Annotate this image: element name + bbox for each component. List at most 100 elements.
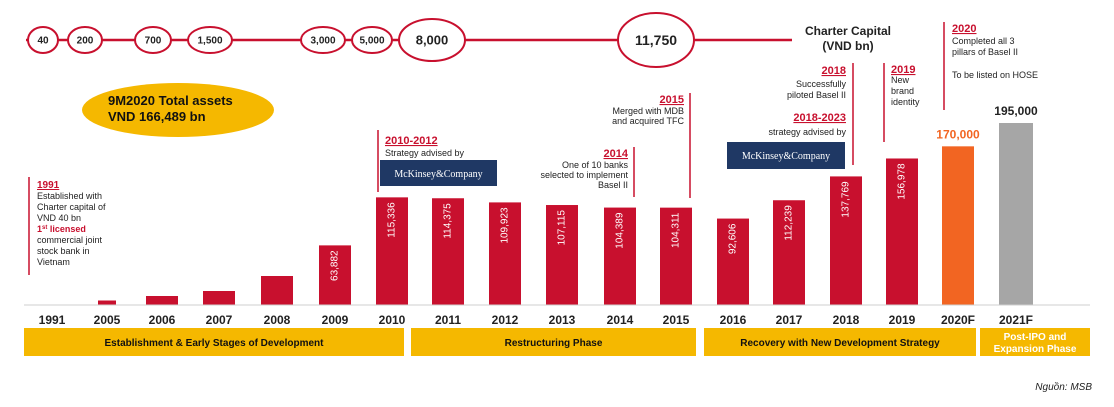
annotation-2019-text: identity (891, 97, 920, 107)
year-label: 2015 (663, 313, 690, 327)
phase-label: Restructuring Phase (505, 338, 603, 349)
bar-2006 (146, 296, 178, 305)
year-label: 2007 (206, 313, 233, 327)
bars-group: 63,882 115,336 114,375 109,923 107,115 104,38… (98, 104, 1038, 305)
bar-2021F (999, 123, 1033, 305)
bar-value-label: 195,000 (994, 104, 1038, 118)
total-assets-line2: VND 166,489 bn (108, 109, 206, 124)
phase-label: Expansion Phase (994, 344, 1077, 355)
year-labels: 1991 2005 2006 2007 2008 2009 2010 2011 2012 2013… (39, 313, 1033, 327)
charter-capital-title: Charter Capital (805, 24, 891, 38)
annotation-2018-year: 2018 (822, 65, 846, 77)
year-label: 2005 (94, 313, 121, 327)
year-label: 2019 (889, 313, 916, 327)
bar-value-label: 170,000 (936, 127, 980, 141)
annotation-2020-text: pillars of Basel II (952, 47, 1018, 57)
charter-capital-unit: (VND bn) (822, 39, 873, 53)
total-assets-line1: 9M2020 Total assets (108, 93, 233, 108)
year-label: 2020F (941, 313, 975, 327)
bar-2008 (261, 276, 293, 305)
mckinsey-logo-2018 (727, 142, 845, 169)
annotation-1991-licensed: 1st licensed (37, 224, 86, 234)
capital-bubble (398, 18, 466, 62)
annotation-2019-text: New (891, 75, 910, 85)
mckinsey-logo-text: McKinsey&Company (742, 151, 830, 162)
annotation-2015-text: Merged with MDB (612, 106, 684, 116)
bar-value-label: 92,606 (728, 223, 739, 254)
capital-bubble (67, 26, 103, 54)
capital-bubble (617, 12, 695, 68)
annotation-1991-year: 1991 (37, 180, 60, 191)
bar-value-label: 114,375 (443, 203, 454, 239)
capital-bubble (27, 26, 59, 54)
bar-value-label: 104,311 (671, 212, 682, 248)
bar-value-label: 115,336 (387, 202, 398, 238)
capital-value: 3,000 (310, 36, 335, 47)
bar-value-label: 104,389 (615, 212, 626, 249)
year-label: 2016 (720, 313, 747, 327)
annotation-1991-text: VND 40 bn (37, 213, 81, 223)
annotation-2010-year: 2010-2012 (385, 135, 438, 147)
capital-value: 700 (145, 36, 162, 47)
annotation-2015-year: 2015 (660, 94, 684, 106)
annotation-2010-text: Strategy advised by (385, 148, 465, 158)
phase-bar (24, 328, 404, 356)
bar-value-label: 107,115 (557, 210, 568, 246)
annotation-2018-23-text: strategy advised by (768, 127, 846, 137)
annotation-1991-text: stock bank in (37, 246, 90, 256)
capital-value: 5,000 (359, 36, 384, 47)
capital-bubble (351, 26, 393, 54)
bar-2014 (604, 207, 636, 305)
year-label: 2011 (435, 313, 461, 327)
year-label: 2008 (264, 313, 291, 327)
year-label: 2014 (607, 313, 634, 327)
mckinsey-logo-text: McKinsey&Company (394, 169, 482, 180)
year-label: 2009 (322, 313, 349, 327)
annotation-2018-23-year: 2018-2023 (793, 112, 846, 124)
annotation-1991-text: commercial joint (37, 235, 103, 245)
capital-value: 200 (77, 36, 94, 47)
bar-value-label: 156,978 (897, 163, 908, 200)
annotation-2020-text: To be listed on HOSE (952, 70, 1038, 80)
bar-2007 (203, 291, 235, 305)
annotation-2018-text: Successfully (796, 79, 847, 89)
capital-value: 1,500 (197, 36, 222, 47)
source-note: Nguồn: MSB (1035, 381, 1092, 393)
mckinsey-logo-2010 (380, 160, 497, 186)
capital-value: 11,750 (635, 32, 677, 48)
total-assets-badge (82, 83, 274, 137)
year-label: 2018 (833, 313, 860, 327)
bar-2020F (942, 146, 974, 305)
year-label: 2010 (379, 313, 406, 327)
capital-value: 40 (37, 36, 49, 47)
capital-bubbles: 40 200 700 1,500 3,000 5,000 8,000 11,750 (27, 12, 695, 68)
bar-2017 (773, 200, 805, 305)
annotation-2014-text: Basel II (598, 180, 628, 190)
year-label: 1991 (39, 313, 66, 327)
bar-2015 (660, 207, 692, 305)
annotation-2015-text: and acquired TFC (612, 116, 684, 126)
annotation-1991-text: Vietnam (37, 257, 70, 267)
annotation-1991-text: Established with (37, 191, 102, 201)
bar-value-label: 112,239 (784, 205, 795, 241)
annotation-2019-year: 2019 (891, 64, 915, 76)
bar-2019 (886, 158, 918, 305)
bar-2005 (98, 300, 116, 305)
phase-label: Recovery with New Development Strategy (740, 338, 940, 349)
year-label: 2012 (492, 313, 519, 327)
bar-2016 (717, 218, 749, 305)
phase-label: Establishment & Early Stages of Developm… (105, 338, 325, 349)
annotation-2019-text: brand (891, 86, 914, 96)
capital-value: 8,000 (416, 33, 449, 48)
bar-value-label: 137,769 (841, 181, 852, 218)
annotation-1991-text: Charter capital of (37, 202, 106, 212)
year-label: 2017 (776, 313, 803, 327)
phase-bar (411, 328, 696, 356)
bar-2018 (830, 176, 862, 305)
phase-bar (704, 328, 976, 356)
annotation-2020-text: Completed all 3 (952, 36, 1015, 46)
bar-2009 (319, 245, 351, 305)
year-label: 2013 (549, 313, 576, 327)
capital-bubble (300, 26, 346, 54)
